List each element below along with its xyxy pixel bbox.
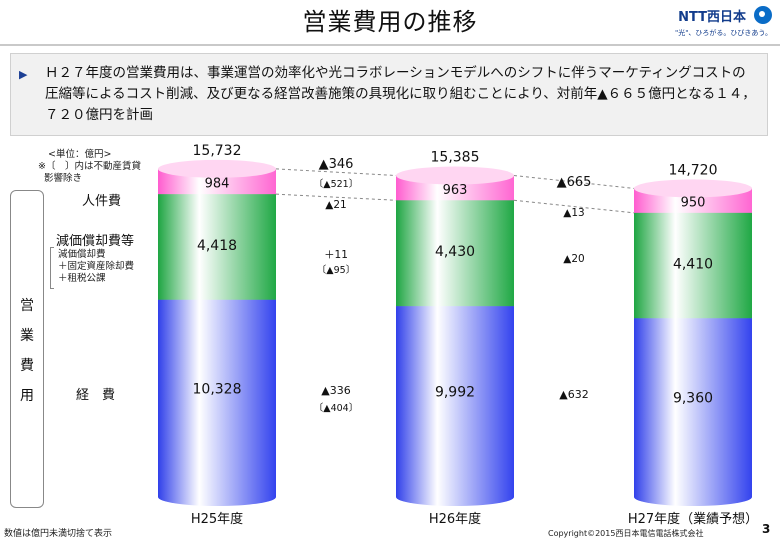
bar-value-label: 9,360 bbox=[673, 391, 713, 407]
depreciation-bracket bbox=[50, 247, 54, 289]
bar-value-label: 4,430 bbox=[435, 244, 475, 260]
depreciation-detail-2: ＋固定資産除却費 bbox=[58, 261, 135, 272]
bar-segment bbox=[396, 306, 514, 497]
bar-value-label: 984 bbox=[205, 177, 230, 192]
change-expenses-adjusted-label: 〔▲404〕 bbox=[314, 402, 358, 414]
x-tick-label: H25年度 bbox=[191, 511, 243, 525]
bar-value-label: 9,992 bbox=[435, 385, 475, 401]
bar-total-label: 15,732 bbox=[193, 143, 242, 159]
company-logo: NTT西日本 "光"、ひろがる。ひびきあう。 bbox=[672, 4, 776, 40]
logo-tagline: "光"、ひろがる。ひびきあう。 bbox=[674, 29, 772, 37]
bar-segment bbox=[634, 318, 752, 497]
bar-segment bbox=[158, 194, 276, 300]
change-depreciation-label: ＋11 bbox=[324, 249, 348, 261]
change-depreciation-adjusted-label: 〔▲95〕 bbox=[317, 264, 355, 276]
expenses-label: 経 費 bbox=[76, 388, 116, 403]
bar-segment bbox=[158, 299, 276, 497]
vertical-label-char: 業 bbox=[20, 328, 34, 344]
summary-box: ▶ Ｈ２７年度の営業費用は、事業運営の効率化や光コラボレーションモデルへのシフト… bbox=[10, 53, 768, 136]
triangle-bullet-icon: ▶ bbox=[19, 68, 28, 81]
bar-value-label: 4,418 bbox=[197, 238, 237, 254]
logo-mark-icon bbox=[754, 6, 772, 24]
change-expenses-label: ▲336 bbox=[321, 384, 350, 397]
unit-note: <単位：億円> bbox=[48, 149, 112, 160]
bar-value-label: 963 bbox=[443, 183, 468, 198]
adjust-note-line2: 影響除き bbox=[44, 173, 83, 184]
page-number: 3 bbox=[762, 522, 771, 536]
connector-line bbox=[513, 199, 635, 214]
depreciation-detail-3: ＋租税公課 bbox=[58, 273, 106, 284]
change-depreciation-label: ▲20 bbox=[563, 253, 584, 265]
x-tick-label: H27年度（業績予想） bbox=[628, 511, 758, 525]
change-total-label: ▲665 bbox=[557, 175, 592, 190]
bar-total-label: 14,720 bbox=[669, 162, 718, 178]
change-total-adjusted-label: 〔▲521〕 bbox=[314, 178, 358, 190]
bar-value-label: 950 bbox=[681, 196, 706, 211]
change-personnel-label: ▲13 bbox=[563, 207, 584, 219]
logo-text: NTT西日本 bbox=[678, 10, 746, 25]
operating-expenses-label-box: 営業費用 bbox=[10, 190, 44, 508]
vertical-label-char: 用 bbox=[20, 388, 34, 404]
connector-line bbox=[275, 193, 397, 201]
summary-text: Ｈ２７年度の営業費用は、事業運営の効率化や光コラボレーションモデルへのシフトに伴… bbox=[45, 65, 756, 123]
bar-value-label: 4,410 bbox=[673, 257, 713, 273]
bar-value-label: 10,328 bbox=[193, 381, 242, 397]
copyright: Copyright©2015西日本電信電話株式会社 bbox=[548, 529, 704, 538]
depreciation-detail-1: 減価償却費 bbox=[58, 249, 106, 260]
adjust-note-line1: ※〔 〕内は不動産賃貸 bbox=[38, 161, 141, 172]
operating-expenses-vertical-label: 営業費用 bbox=[11, 291, 43, 411]
bar-total-label: 15,385 bbox=[431, 150, 480, 166]
footer-note: 数値は億円未満切捨て表示 bbox=[4, 529, 113, 539]
title-divider bbox=[0, 44, 780, 46]
bar-top bbox=[396, 166, 514, 185]
connector-line bbox=[513, 175, 635, 189]
vertical-label-char: 費 bbox=[20, 358, 34, 374]
personnel-label: 人件費 bbox=[82, 194, 122, 209]
x-tick-label: H26年度 bbox=[429, 511, 481, 525]
bar-top bbox=[158, 159, 276, 178]
depreciation-label: 減価償却費等 bbox=[56, 234, 135, 249]
connector-line bbox=[275, 168, 397, 177]
bar-segment bbox=[396, 200, 514, 307]
operating-expenses-chart: 10,328 4,418 984 15,732 H25年度 9,992 4,430 963 15… bbox=[158, 143, 758, 525]
bar-top bbox=[634, 179, 752, 198]
vertical-label-char: 営 bbox=[20, 298, 34, 314]
change-expenses-label: ▲632 bbox=[559, 388, 588, 401]
bar-segment bbox=[634, 212, 752, 319]
change-personnel-label: ▲21 bbox=[325, 199, 346, 211]
page-title: 営業費用の推移 bbox=[302, 8, 478, 36]
change-total-label: ▲346 bbox=[319, 157, 354, 172]
